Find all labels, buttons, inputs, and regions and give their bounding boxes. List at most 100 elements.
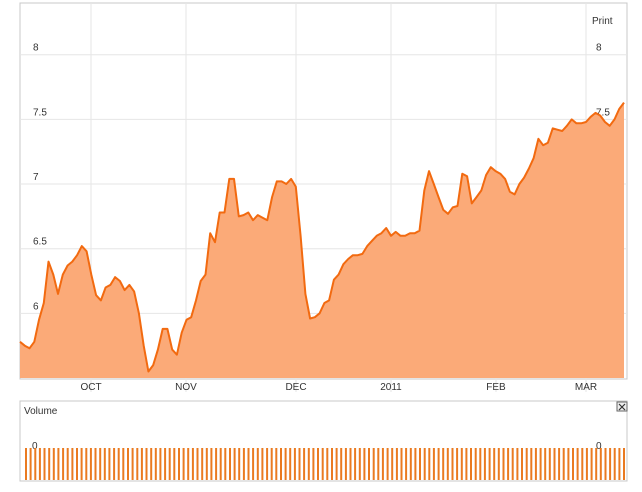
volume-bar	[266, 448, 269, 480]
print-button[interactable]: Print	[592, 16, 613, 27]
volume-bar	[168, 448, 171, 480]
x-tick-label: FEB	[486, 382, 506, 393]
volume-bar	[173, 448, 176, 480]
volume-bar	[48, 448, 51, 480]
volume-bar	[219, 448, 222, 480]
volume-bar	[530, 448, 533, 480]
volume-bar	[164, 448, 167, 480]
volume-collapse-button[interactable]	[616, 401, 628, 412]
y-tick-label: 7.5	[596, 107, 610, 118]
volume-bar	[201, 448, 204, 480]
price-x-axis: OCT NOV DEC 2011 FEB MAR	[80, 382, 597, 393]
volume-bar	[89, 448, 92, 480]
y-tick-label: 8	[33, 43, 39, 54]
price-line	[19, 102, 625, 373]
y-tick-label: 6	[33, 301, 39, 312]
volume-bar	[34, 448, 37, 480]
volume-bar	[419, 448, 421, 480]
volume-bar	[205, 448, 208, 480]
y-tick-label: 6.5	[33, 237, 47, 248]
volume-bar	[618, 448, 621, 480]
volume-bar	[386, 448, 389, 480]
volume-bar	[178, 448, 180, 480]
volume-bar	[502, 448, 505, 480]
volume-bar	[312, 448, 315, 480]
volume-bar	[113, 448, 116, 480]
volume-bar	[400, 448, 403, 480]
volume-bar	[423, 448, 426, 480]
volume-bar	[511, 448, 514, 480]
volume-bar	[340, 448, 343, 480]
volume-bar	[465, 448, 468, 480]
volume-bar	[368, 448, 370, 480]
volume-bar	[599, 448, 602, 480]
volume-bar	[85, 448, 88, 480]
volume-bar	[576, 448, 579, 480]
volume-bar	[103, 448, 106, 480]
volume-bar	[451, 448, 454, 480]
volume-bar	[456, 448, 459, 480]
volume-bar	[613, 448, 616, 480]
volume-bar	[187, 448, 190, 480]
volume-bar	[581, 448, 584, 480]
volume-bar	[57, 448, 60, 480]
volume-bar	[303, 448, 306, 480]
volume-bar	[354, 448, 357, 480]
volume-bar	[428, 448, 431, 480]
volume-bar	[298, 448, 301, 480]
volume-bar	[446, 448, 449, 480]
volume-bar	[122, 448, 125, 480]
volume-bar	[595, 448, 598, 480]
volume-bar	[247, 448, 250, 480]
volume-bar	[493, 448, 496, 480]
volume-bar	[442, 448, 445, 480]
volume-bar	[117, 448, 120, 480]
volume-bar	[437, 448, 440, 480]
volume-bar	[516, 448, 519, 480]
volume-bar	[150, 448, 153, 480]
volume-bar	[470, 448, 472, 480]
volume-bar	[488, 448, 491, 480]
volume-bar	[284, 448, 287, 480]
volume-bar	[534, 448, 537, 480]
volume-bar	[182, 448, 185, 480]
volume-bar	[409, 448, 412, 480]
volume-bar	[344, 448, 347, 480]
volume-bar	[363, 448, 366, 480]
volume-bar	[229, 448, 231, 480]
volume-bar	[483, 448, 486, 480]
x-tick-label: OCT	[80, 382, 101, 393]
volume-bar	[572, 448, 574, 480]
volume-bar	[414, 448, 417, 480]
x-tick-label: NOV	[175, 382, 197, 393]
volume-bar	[43, 448, 46, 480]
volume-bars	[25, 448, 625, 480]
volume-bar	[293, 448, 296, 480]
volume-bar	[280, 448, 282, 480]
volume-bar	[460, 448, 463, 480]
volume-bar	[335, 448, 338, 480]
x-tick-label: DEC	[285, 382, 306, 393]
volume-bar	[381, 448, 384, 480]
volume-bar	[242, 448, 245, 480]
x-tick-label: 2011	[380, 382, 402, 393]
volume-bar	[525, 448, 528, 480]
volume-bar	[391, 448, 394, 480]
volume-bar	[52, 448, 55, 480]
volume-bar	[544, 448, 547, 480]
volume-bar	[349, 448, 352, 480]
volume-bar	[252, 448, 255, 480]
volume-bar	[507, 448, 510, 480]
volume-bar	[289, 448, 292, 480]
volume-bar	[62, 448, 65, 480]
volume-bar	[94, 448, 97, 480]
close-icon[interactable]	[618, 403, 626, 411]
volume-bar	[497, 448, 500, 480]
y-tick-label: 8	[596, 43, 602, 54]
volume-bar	[256, 448, 259, 480]
volume-bar	[590, 448, 593, 480]
volume-bar	[108, 448, 111, 480]
volume-bar	[604, 448, 607, 480]
